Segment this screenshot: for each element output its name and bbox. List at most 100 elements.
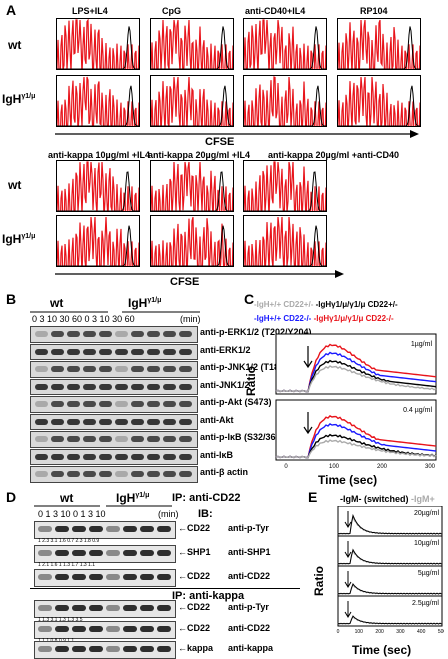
band-identity-label: ←CD22 xyxy=(178,523,211,533)
blot-band xyxy=(106,526,120,532)
blot-band xyxy=(157,526,171,532)
black-histogram-line xyxy=(338,85,420,126)
blot-band xyxy=(89,550,103,556)
condition-label: anti-kappa 20µg/ml +IL4 xyxy=(148,150,250,160)
stimulus-arrow-icon xyxy=(344,571,352,588)
x-tick-label: 400 xyxy=(417,629,426,635)
cfse-histogram xyxy=(337,75,421,127)
western-blot-strip xyxy=(30,466,198,483)
antibody-label: anti-p-Tyr xyxy=(228,523,269,533)
quantification-values: 1 2.1 1.6 1 1.3 1.7 1.3 1.1 xyxy=(38,562,95,568)
ylabel-ratio: Ratio xyxy=(244,366,258,396)
blot-band xyxy=(179,418,192,425)
blot-band xyxy=(163,471,176,477)
red-histogram-line xyxy=(57,19,139,69)
quantification-values: 1 2.3 3.1 1.6 0.7 2.3 1.8 0.9 xyxy=(38,538,100,544)
legend-line2: -IgH+/+ CD22-/- -IgHγ1/μ/γ1/μ CD22-/- xyxy=(254,314,394,323)
ip-label: IP: anti-kappa xyxy=(172,590,245,602)
blot-band xyxy=(140,626,154,632)
stimulus-arrow-icon xyxy=(303,412,313,435)
cfse-histogram xyxy=(243,75,327,127)
ip-label: IP: anti-CD22 xyxy=(172,492,241,504)
calcium-trace xyxy=(337,548,442,565)
black-histogram-line xyxy=(244,225,326,266)
blot-band xyxy=(51,401,64,407)
blot-band xyxy=(179,436,192,442)
blot-band xyxy=(51,471,64,477)
blot-band xyxy=(72,626,86,632)
blot-antibody-label: anti-β actin xyxy=(200,467,248,477)
western-blot-strip xyxy=(30,431,198,448)
x-tick-label: 200 xyxy=(377,464,388,470)
group-underline xyxy=(34,505,172,507)
calcium-trace xyxy=(275,439,437,459)
blot-band xyxy=(83,366,96,372)
cfse-histogram xyxy=(56,75,140,127)
black-histogram-line xyxy=(244,85,326,126)
red-histogram-line xyxy=(244,216,326,266)
cfse-histogram xyxy=(56,160,140,212)
plot-frame xyxy=(337,535,443,567)
blot-band xyxy=(67,366,80,372)
western-blot-strip xyxy=(34,621,176,639)
blot-band xyxy=(115,383,128,390)
blot-band xyxy=(83,401,96,407)
black-histogram-line xyxy=(151,26,233,69)
blot-band xyxy=(99,383,112,390)
blot-band xyxy=(179,383,192,390)
blot-band xyxy=(163,366,176,372)
x-tick-label: 0 xyxy=(284,464,288,470)
blot-band xyxy=(106,605,120,611)
red-histogram-line xyxy=(244,76,326,126)
cfse-histogram xyxy=(150,215,234,267)
blot-band xyxy=(55,550,69,556)
cfse-histogram xyxy=(243,18,327,70)
antibody-label: anti-kappa xyxy=(228,643,274,653)
blot-antibody-label: anti-p-ERK1/2 (T202/Y204) xyxy=(200,327,312,337)
calcium-trace xyxy=(337,615,442,625)
blot-band xyxy=(99,436,112,442)
blot-band xyxy=(115,418,128,425)
panel-a-letter: A xyxy=(6,2,17,18)
blot-band xyxy=(123,605,137,611)
row-label-wt: wt xyxy=(8,38,22,52)
calcium-trace xyxy=(337,513,442,535)
western-blot-strip xyxy=(34,569,176,587)
blot-band xyxy=(72,605,86,611)
black-histogram-line xyxy=(244,171,326,211)
blot-band xyxy=(72,574,86,580)
blot-band xyxy=(83,418,96,425)
blot-band xyxy=(123,550,137,556)
blot-band xyxy=(99,401,112,407)
blot-band xyxy=(147,471,160,477)
western-blot-strip xyxy=(34,600,176,618)
cfse-histogram xyxy=(150,75,234,127)
western-blot-strip xyxy=(30,413,198,430)
blot-band xyxy=(99,418,112,425)
stimulus-arrow-icon xyxy=(344,601,352,618)
ylabel-ratio: Ratio xyxy=(312,566,326,596)
blot-band xyxy=(35,471,48,477)
row-label-igh: IgHγ1/μ xyxy=(2,232,36,246)
group-label-igh: IgHγ1/μ xyxy=(128,296,162,310)
blot-band xyxy=(99,471,112,477)
western-blot-strip xyxy=(30,448,198,465)
blot-band xyxy=(83,471,96,477)
cfse-histogram xyxy=(56,18,140,70)
blot-band xyxy=(147,366,160,372)
stimulus-arrow-icon xyxy=(344,541,352,558)
blot-band xyxy=(140,574,154,580)
blot-antibody-label: anti-p-IκB (S32/36) xyxy=(200,432,279,442)
western-blot-strip xyxy=(30,326,198,343)
blot-band xyxy=(83,348,96,355)
western-blot-strip xyxy=(34,521,176,539)
blot-antibody-label: anti-JNK1/2 xyxy=(200,379,250,390)
blot-band xyxy=(89,605,103,611)
separator-line xyxy=(30,588,300,589)
black-histogram-line xyxy=(338,26,420,69)
blot-band xyxy=(67,436,80,442)
stimulus-arrow-icon xyxy=(344,511,352,528)
western-blot-strip xyxy=(30,361,198,378)
blot-band xyxy=(115,366,128,372)
western-blot-strip xyxy=(30,396,198,413)
